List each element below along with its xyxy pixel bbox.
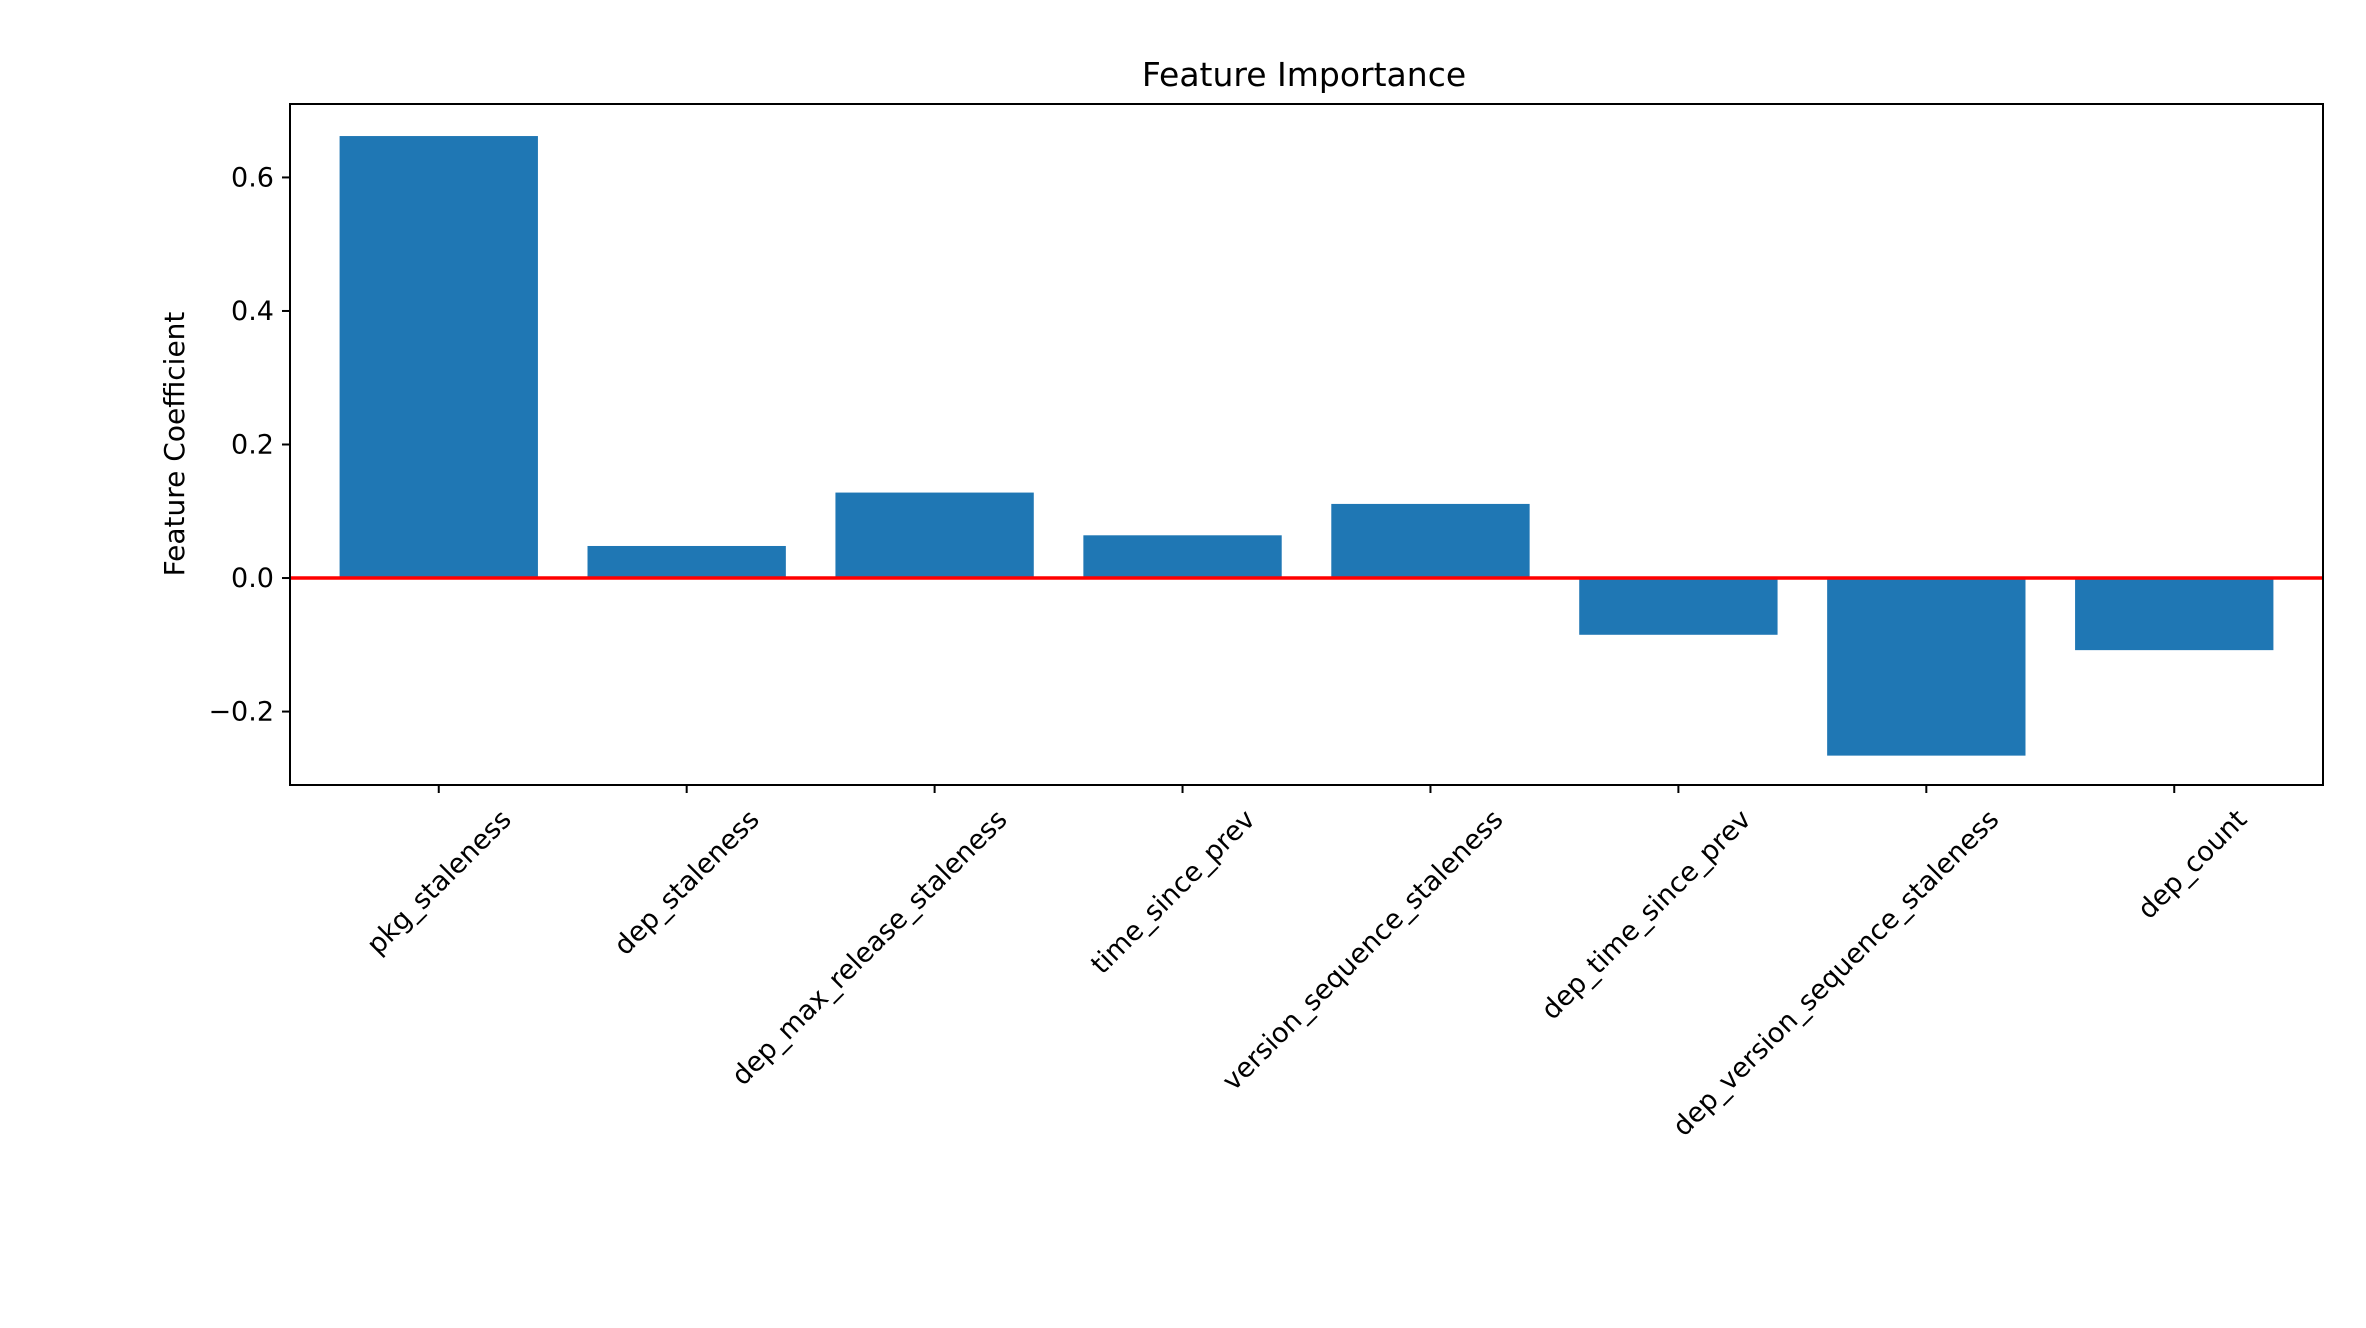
bars-group xyxy=(339,136,2274,756)
x-tick-label: dep_staleness xyxy=(608,804,765,961)
bar xyxy=(339,136,538,579)
bar xyxy=(1579,578,1778,635)
bar xyxy=(1331,503,1530,579)
y-axis-ticks: −0.2 0.0 0.2 0.4 0.6 xyxy=(208,162,290,728)
x-tick-label: time_since_prev xyxy=(1085,804,1261,980)
chart-title: Feature Importance xyxy=(1142,55,1466,94)
x-tick-label: dep_max_release_staleness xyxy=(726,804,1014,1092)
plot-frame xyxy=(289,103,2324,786)
bar xyxy=(587,545,786,579)
bar xyxy=(2075,578,2274,651)
y-tick-label: 0.6 xyxy=(231,162,274,193)
y-tick-label: −0.2 xyxy=(208,697,274,728)
y-tick-label: 0.0 xyxy=(231,563,274,594)
x-axis-ticks: pkg_staleness dep_stalenessdep_max_releas… xyxy=(361,785,2253,1142)
x-tick-label: pkg_staleness xyxy=(361,804,518,961)
bar xyxy=(1827,578,2026,756)
y-tick-label: 0.4 xyxy=(231,296,274,327)
x-tick-label: version_sequence_staleness xyxy=(1217,804,1510,1097)
bar xyxy=(1083,535,1282,579)
y-axis-label: Feature Coefficient xyxy=(158,312,191,577)
x-tick-label: dep_count xyxy=(2132,804,2253,925)
bar xyxy=(835,492,1034,579)
x-tick-label: dep_time_since_prev xyxy=(1535,804,1757,1026)
y-tick-label: 0.2 xyxy=(231,430,274,461)
